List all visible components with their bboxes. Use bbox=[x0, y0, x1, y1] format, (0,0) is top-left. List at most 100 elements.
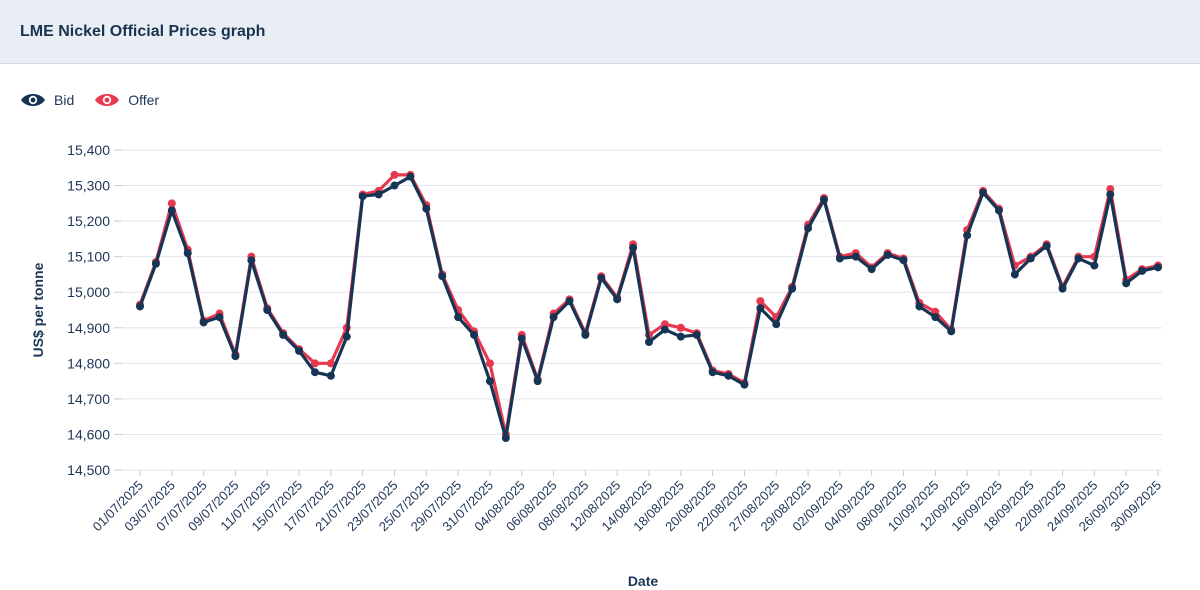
data-point-bid[interactable] bbox=[151, 259, 160, 268]
data-point-bid[interactable] bbox=[660, 325, 669, 334]
data-point-offer[interactable] bbox=[390, 170, 399, 179]
data-point-bid[interactable] bbox=[835, 254, 844, 263]
eye-icon bbox=[95, 94, 120, 106]
data-point-bid[interactable] bbox=[819, 195, 828, 204]
line-chart: 14,500 14,600 14,700 14,800 14,900 15,000 15,1… bbox=[30, 142, 1164, 589]
data-point-bid[interactable] bbox=[279, 330, 288, 339]
data-point-bid[interactable] bbox=[724, 371, 733, 380]
data-point-bid[interactable] bbox=[263, 306, 272, 314]
legend-label-offer: Offer bbox=[128, 92, 160, 108]
data-point-bid[interactable] bbox=[533, 377, 542, 386]
data-point-offer[interactable] bbox=[326, 359, 335, 368]
y-tick-label: 15,400 bbox=[67, 142, 110, 158]
data-point-bid[interactable] bbox=[1122, 279, 1131, 288]
data-point-bid[interactable] bbox=[406, 172, 415, 181]
data-point-offer[interactable] bbox=[676, 323, 685, 332]
data-point-bid[interactable] bbox=[1026, 254, 1035, 263]
data-point-bid[interactable] bbox=[597, 274, 606, 282]
y-tick-label: 14,900 bbox=[67, 320, 110, 336]
data-point-bid[interactable] bbox=[772, 320, 781, 329]
data-point-bid[interactable] bbox=[136, 302, 144, 311]
data-point-bid[interactable] bbox=[1058, 284, 1067, 293]
data-point-bid[interactable] bbox=[1010, 270, 1019, 279]
data-point-bid[interactable] bbox=[994, 206, 1003, 215]
data-point-bid[interactable] bbox=[342, 332, 351, 341]
data-point-bid[interactable] bbox=[708, 368, 717, 377]
data-point-bid[interactable] bbox=[485, 377, 494, 386]
chart-title: LME Nickel Official Prices graph bbox=[20, 22, 266, 40]
data-point-bid[interactable] bbox=[231, 352, 240, 361]
data-point-bid[interactable] bbox=[963, 231, 972, 240]
data-point-bid[interactable] bbox=[501, 434, 510, 442]
series-bid bbox=[136, 172, 1162, 442]
data-point-bid[interactable] bbox=[915, 302, 924, 311]
data-point-bid[interactable] bbox=[390, 181, 399, 190]
y-axis-ticks: 14,500 14,600 14,700 14,800 14,900 15,000 15,1… bbox=[67, 142, 122, 478]
y-tick-label: 15,300 bbox=[67, 178, 110, 194]
data-point-bid[interactable] bbox=[740, 380, 749, 389]
data-point-bid[interactable] bbox=[549, 313, 558, 322]
data-point-bid[interactable] bbox=[247, 256, 256, 265]
data-point-bid[interactable] bbox=[326, 371, 335, 380]
legend: Bid Offer bbox=[20, 92, 159, 108]
legend-label-bid: Bid bbox=[54, 92, 75, 108]
data-point-bid[interactable] bbox=[756, 304, 765, 313]
data-point-offer[interactable] bbox=[485, 359, 494, 368]
data-point-bid[interactable] bbox=[454, 313, 463, 322]
data-point-bid[interactable] bbox=[358, 192, 367, 201]
gridlines bbox=[122, 149, 1162, 471]
data-point-bid[interactable] bbox=[1138, 266, 1147, 275]
data-point-bid[interactable] bbox=[565, 297, 574, 306]
chart-header: LME Nickel Official Prices graph bbox=[0, 0, 1200, 64]
x-axis-label: Date bbox=[628, 573, 659, 589]
data-point-bid[interactable] bbox=[1042, 242, 1051, 250]
data-point-bid[interactable] bbox=[470, 330, 479, 339]
eye-icon bbox=[21, 94, 45, 106]
data-point-bid[interactable] bbox=[613, 295, 622, 304]
series-offer bbox=[136, 170, 1162, 439]
y-axis-label: US$ per tonne bbox=[30, 262, 46, 357]
data-point-bid[interactable] bbox=[1154, 263, 1162, 272]
y-tick-label: 15,100 bbox=[67, 249, 110, 265]
data-point-bid[interactable] bbox=[788, 284, 797, 293]
data-point-bid[interactable] bbox=[867, 265, 876, 274]
series-layer bbox=[136, 170, 1162, 442]
data-point-bid[interactable] bbox=[183, 249, 192, 258]
data-point-bid[interactable] bbox=[692, 330, 701, 339]
series-line-offer bbox=[138, 173, 1159, 436]
data-point-bid[interactable] bbox=[295, 346, 304, 355]
legend-item-offer[interactable]: Offer bbox=[94, 92, 159, 108]
data-point-bid[interactable] bbox=[931, 313, 940, 322]
y-tick-label: 14,500 bbox=[67, 462, 110, 478]
data-point-offer[interactable] bbox=[167, 199, 176, 208]
x-axis-ticks: 01/07/202503/07/202507/07/202509/07/2025… bbox=[89, 470, 1164, 534]
data-point-bid[interactable] bbox=[1106, 190, 1115, 199]
data-point-bid[interactable] bbox=[581, 330, 590, 339]
data-point-bid[interactable] bbox=[1074, 254, 1083, 263]
data-point-offer[interactable] bbox=[756, 297, 765, 306]
data-point-bid[interactable] bbox=[851, 252, 860, 261]
data-point-bid[interactable] bbox=[374, 190, 383, 199]
data-point-bid[interactable] bbox=[517, 334, 526, 343]
data-point-bid[interactable] bbox=[979, 188, 988, 197]
y-tick-label: 14,800 bbox=[67, 355, 110, 371]
data-point-bid[interactable] bbox=[629, 243, 638, 252]
y-tick-label: 15,200 bbox=[67, 213, 110, 229]
data-point-bid[interactable] bbox=[310, 368, 319, 377]
data-point-bid[interactable] bbox=[804, 224, 813, 233]
y-tick-label: 14,700 bbox=[67, 391, 110, 407]
data-point-bid[interactable] bbox=[422, 204, 431, 213]
data-point-bid[interactable] bbox=[947, 327, 956, 336]
data-point-bid[interactable] bbox=[883, 250, 892, 259]
data-point-bid[interactable] bbox=[167, 206, 176, 215]
data-point-bid[interactable] bbox=[199, 318, 208, 327]
data-point-bid[interactable] bbox=[215, 313, 224, 322]
data-point-bid[interactable] bbox=[645, 338, 653, 346]
data-point-bid[interactable] bbox=[676, 332, 685, 341]
y-tick-label: 14,600 bbox=[67, 426, 110, 442]
data-point-bid[interactable] bbox=[438, 272, 447, 281]
data-point-bid[interactable] bbox=[1090, 261, 1099, 270]
legend-item-bid[interactable]: Bid bbox=[20, 92, 74, 108]
data-point-offer[interactable] bbox=[310, 359, 319, 368]
data-point-bid[interactable] bbox=[899, 256, 908, 265]
